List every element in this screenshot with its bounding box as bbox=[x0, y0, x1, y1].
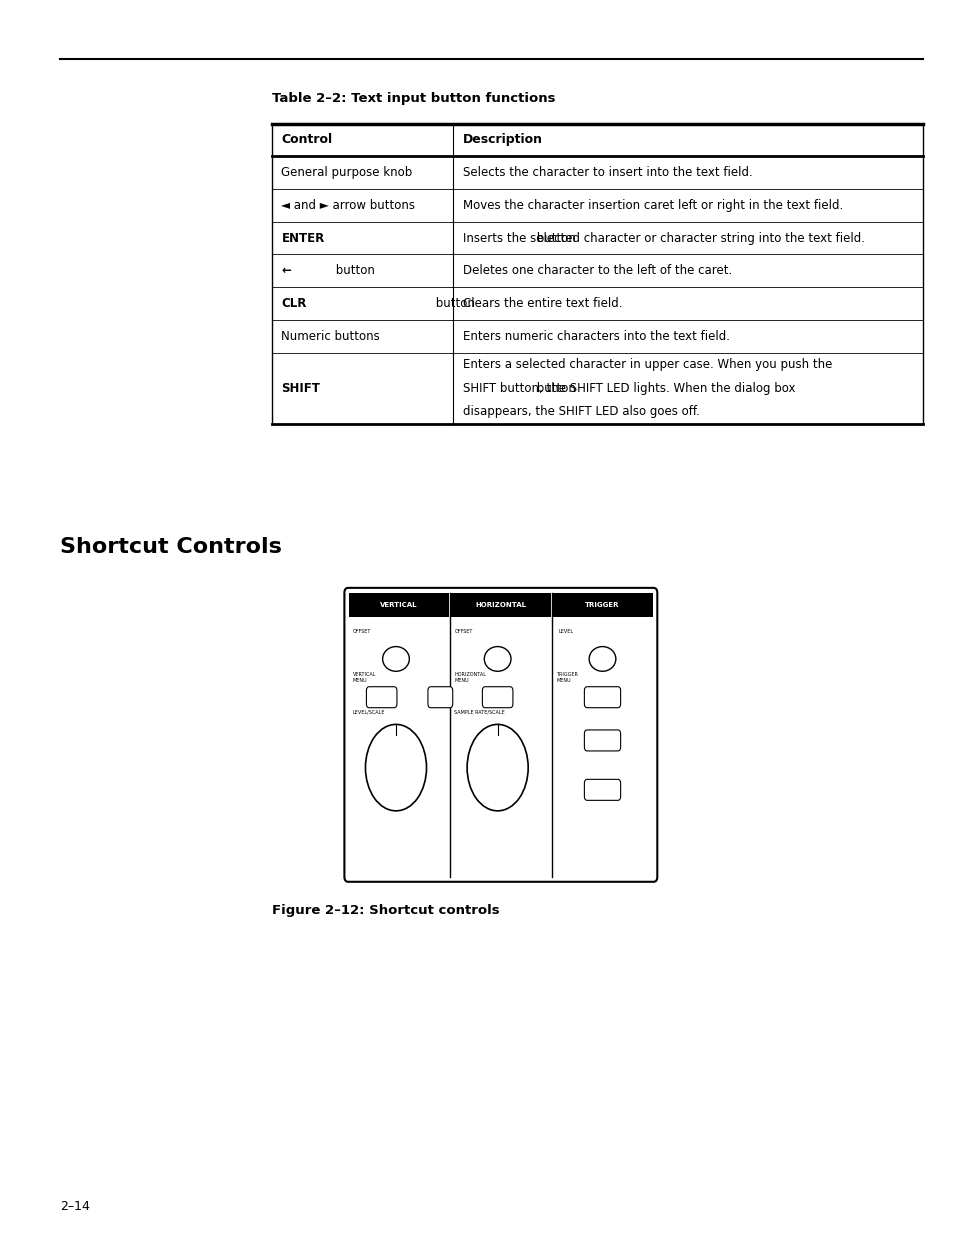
Text: SAMPLE RATE/SCALE: SAMPLE RATE/SCALE bbox=[454, 710, 504, 715]
Text: TRIGGER: TRIGGER bbox=[584, 601, 619, 608]
Text: Numeric buttons: Numeric buttons bbox=[281, 330, 380, 343]
Text: OFFSET: OFFSET bbox=[353, 630, 371, 635]
Text: OFFSET: OFFSET bbox=[455, 630, 473, 635]
Text: Deletes one character to the left of the caret.: Deletes one character to the left of the… bbox=[462, 264, 731, 278]
Text: Control: Control bbox=[281, 133, 333, 147]
Text: button: button bbox=[532, 231, 575, 245]
Text: VERTICAL: VERTICAL bbox=[380, 601, 417, 608]
FancyBboxPatch shape bbox=[482, 687, 513, 708]
Ellipse shape bbox=[484, 647, 511, 672]
FancyBboxPatch shape bbox=[366, 687, 396, 708]
Bar bbox=[349, 593, 449, 618]
Text: button: button bbox=[332, 264, 375, 278]
Text: LEVEL: LEVEL bbox=[558, 630, 573, 635]
Text: TRIGGER
MENU: TRIGGER MENU bbox=[556, 672, 578, 683]
Ellipse shape bbox=[365, 725, 426, 811]
FancyBboxPatch shape bbox=[344, 588, 657, 882]
Bar bbox=[552, 593, 652, 618]
Text: button: button bbox=[432, 296, 475, 310]
Text: CLR: CLR bbox=[281, 296, 307, 310]
Text: Table 2–2: Text input button functions: Table 2–2: Text input button functions bbox=[272, 91, 555, 105]
Text: SHIFT: SHIFT bbox=[281, 382, 320, 395]
Text: Clears the entire text field.: Clears the entire text field. bbox=[462, 296, 621, 310]
Text: Shortcut Controls: Shortcut Controls bbox=[60, 537, 282, 557]
FancyBboxPatch shape bbox=[584, 687, 620, 708]
Text: ◄ and ► arrow buttons: ◄ and ► arrow buttons bbox=[281, 199, 415, 212]
Text: HORIZONTAL: HORIZONTAL bbox=[475, 601, 526, 608]
Ellipse shape bbox=[467, 725, 528, 811]
Text: General purpose knob: General purpose knob bbox=[281, 165, 413, 179]
Text: Selects the character to insert into the text field.: Selects the character to insert into the… bbox=[462, 165, 752, 179]
Text: Enters numeric characters into the text field.: Enters numeric characters into the text … bbox=[462, 330, 729, 343]
Text: Moves the character insertion caret left or right in the text field.: Moves the character insertion caret left… bbox=[462, 199, 842, 212]
Ellipse shape bbox=[589, 647, 616, 672]
Text: VERTICAL
MENU: VERTICAL MENU bbox=[353, 672, 376, 683]
Text: HORIZONTAL
MENU: HORIZONTAL MENU bbox=[455, 672, 486, 683]
Text: ←: ← bbox=[281, 264, 291, 278]
Text: button: button bbox=[532, 382, 575, 395]
Text: 2–14: 2–14 bbox=[60, 1199, 90, 1213]
Text: Description: Description bbox=[462, 133, 542, 147]
FancyBboxPatch shape bbox=[584, 730, 620, 751]
FancyBboxPatch shape bbox=[428, 687, 453, 708]
Text: ENTER: ENTER bbox=[281, 231, 324, 245]
Ellipse shape bbox=[382, 647, 409, 672]
Text: LEVEL/SCALE: LEVEL/SCALE bbox=[353, 710, 385, 715]
Text: Enters a selected character in upper case. When you push the: Enters a selected character in upper cas… bbox=[462, 358, 831, 370]
Text: Inserts the selected character or character string into the text field.: Inserts the selected character or charac… bbox=[462, 231, 863, 245]
Text: SHIFT button, the SHIFT LED lights. When the dialog box: SHIFT button, the SHIFT LED lights. When… bbox=[462, 382, 795, 395]
Bar bbox=[451, 593, 550, 618]
FancyBboxPatch shape bbox=[584, 779, 620, 800]
Text: disappears, the SHIFT LED also goes off.: disappears, the SHIFT LED also goes off. bbox=[462, 405, 699, 419]
Text: Figure 2–12: Shortcut controls: Figure 2–12: Shortcut controls bbox=[272, 904, 499, 918]
